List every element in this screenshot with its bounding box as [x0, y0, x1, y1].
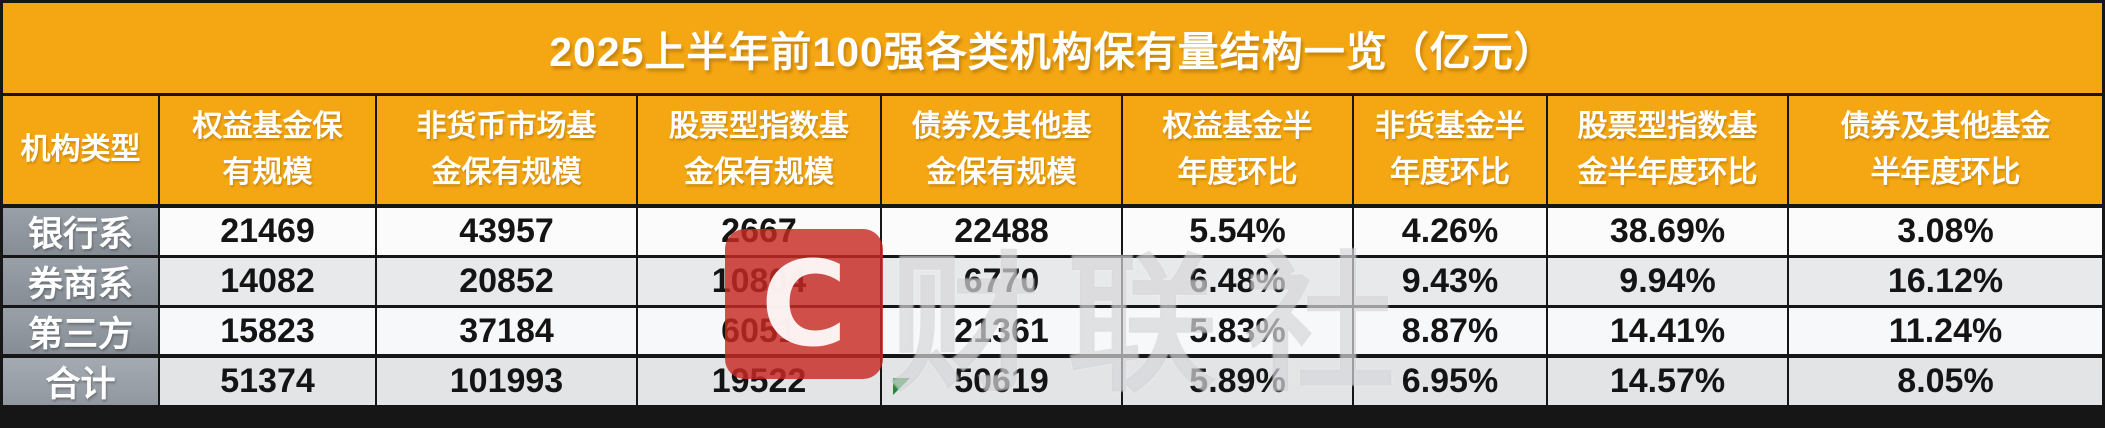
row-label: 银行系 [3, 208, 160, 255]
table-cell: 15823 [160, 308, 377, 354]
table-row-banks: 银行系 21469 43957 2667 22488 5.54% 4.26% 3… [3, 208, 2102, 258]
table-cell: 37184 [377, 308, 638, 354]
header-bond-other-fund-hoh: 债券及其他基金 半年度环比 [1789, 96, 2102, 204]
table-cell: 2667 [638, 208, 882, 255]
table-cell: 38.69% [1548, 208, 1789, 255]
table-cell: 4.26% [1354, 208, 1548, 255]
table-cell: 5.83% [1123, 308, 1354, 354]
header-non-money-fund-hoh: 非货基金半 年度环比 [1354, 96, 1548, 204]
table-cell: 9.94% [1548, 258, 1789, 305]
table-cell: 3.08% [1789, 208, 2102, 255]
table-row-brokers: 券商系 14082 20852 10804 6770 6.48% 9.43% 9… [3, 258, 2102, 308]
table-title-bar: 2025上半年前100强各类机构保有量结构一览（亿元） [3, 3, 2102, 96]
table-cell: 9.43% [1354, 258, 1548, 305]
header-equity-fund-hoh: 权益基金半 年度环比 [1123, 96, 1354, 204]
table-row-total: 合计 51374 101993 19522 50619 5.89% 6.95% … [3, 358, 2102, 408]
table-cell: 6.95% [1354, 358, 1548, 405]
table-cell: 21469 [160, 208, 377, 255]
table-cell: 14082 [160, 258, 377, 305]
table-cell: 6770 [882, 258, 1123, 305]
row-label: 券商系 [3, 258, 160, 305]
table-cell: 6051 [638, 308, 882, 354]
row-label: 合计 [3, 358, 160, 405]
header-institution-type: 机构类型 [3, 96, 160, 204]
header-bond-other-fund-scale: 债券及其他基 金保有规模 [882, 96, 1123, 204]
table-row-third-party: 第三方 15823 37184 6051 21361 5.83% 8.87% 1… [3, 308, 2102, 358]
row-label: 第三方 [3, 308, 160, 354]
table-cell: 50619 [882, 358, 1123, 405]
table-cell: 21361 [882, 308, 1123, 354]
table-cell: 11.24% [1789, 308, 2102, 354]
table-cell: 6.48% [1123, 258, 1354, 305]
table-cell: 20852 [377, 258, 638, 305]
table-cell: 8.87% [1354, 308, 1548, 354]
header-equity-fund-scale: 权益基金保 有规模 [160, 96, 377, 204]
table-cell: 14.41% [1548, 308, 1789, 354]
table-cell: 5.89% [1123, 358, 1354, 405]
excel-cell-flag-icon [893, 378, 910, 395]
table-cell: 51374 [160, 358, 377, 405]
table-header-row: 机构类型 权益基金保 有规模 非货币市场基 金保有规模 股票型指数基 金保有规模… [3, 96, 2102, 208]
table-cell: 8.05% [1789, 358, 2102, 405]
page-title: 2025上半年前100强各类机构保有量结构一览（亿元） [549, 29, 1556, 75]
table-cell: 101993 [377, 358, 638, 405]
header-stock-index-fund-hoh: 股票型指数基 金半年度环比 [1548, 96, 1789, 204]
table-cell: 10804 [638, 258, 882, 305]
table-cell: 16.12% [1789, 258, 2102, 305]
header-non-money-fund-scale: 非货币市场基 金保有规模 [377, 96, 638, 204]
table-cell: 22488 [882, 208, 1123, 255]
table-cell: 5.54% [1123, 208, 1354, 255]
table-cell: 14.57% [1548, 358, 1789, 405]
header-stock-index-fund-scale: 股票型指数基 金保有规模 [638, 96, 882, 204]
table-cell: 43957 [377, 208, 638, 255]
table-cell: 19522 [638, 358, 882, 405]
